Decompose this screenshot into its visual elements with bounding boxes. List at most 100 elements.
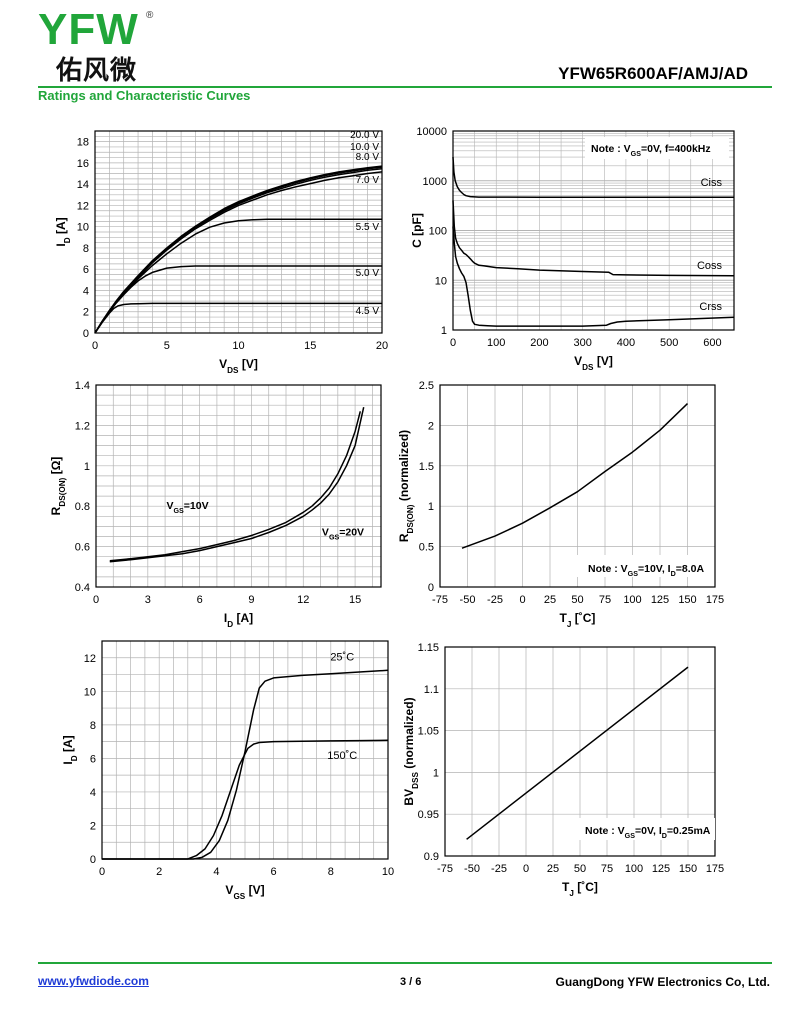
note-box [572, 555, 712, 577]
x-tick-label: 5 [164, 340, 170, 352]
x-axis-label: VDS [V] [574, 354, 613, 372]
header-divider [38, 86, 772, 88]
logo-mark: YFW [38, 5, 139, 54]
y-tick-label: 0.6 [75, 542, 90, 554]
x-tick-label: 200 [530, 337, 548, 349]
series-label: 7.0 V [356, 175, 380, 186]
x-tick-label: -50 [460, 594, 476, 606]
series-line [102, 739, 389, 860]
x-tick-label: 100 [625, 863, 643, 875]
y-tick-label: 100 [429, 226, 447, 238]
x-tick-label: 300 [574, 337, 592, 349]
x-tick-label: -75 [437, 863, 453, 875]
series-line [102, 669, 389, 860]
plot-frame [94, 130, 383, 334]
x-tick-label: 4 [213, 866, 219, 878]
y-tick-label: 8 [90, 720, 96, 732]
series-line [466, 666, 689, 840]
y-tick-label: 1 [433, 767, 439, 779]
x-tick-label: 6 [197, 594, 203, 606]
y-tick-label: 8 [83, 243, 89, 255]
x-tick-label: 0 [450, 337, 456, 349]
x-tick-label: 50 [571, 594, 583, 606]
series-line [109, 407, 365, 563]
x-axis-label: ID [A] [224, 611, 253, 629]
y-tick-label: 1000 [423, 176, 447, 188]
y-tick-label: 12 [77, 200, 89, 212]
x-tick-label: 9 [248, 594, 254, 606]
x-tick-label: 15 [304, 340, 316, 352]
x-tick-label: -75 [432, 594, 448, 606]
x-tick-label: 8 [328, 866, 334, 878]
website-link[interactable]: www.yfwdiode.com [38, 974, 149, 988]
y-axis-label: C [pF] [410, 213, 424, 248]
x-tick-label: 3 [145, 594, 151, 606]
y-tick-label: 1 [84, 461, 90, 473]
series-label: 4.5 V [356, 306, 380, 317]
series-line [452, 226, 735, 327]
y-tick-label: 1.1 [424, 684, 439, 696]
y-tick-label: 2 [428, 420, 434, 432]
series-label: 25˚C [330, 651, 354, 663]
y-axis-label: ID [A] [61, 735, 79, 764]
page-number: 3 / 6 [400, 976, 422, 988]
transfer-chart: 0 2 4 6 8 10 0 2 4 6 8 10 12 VGS [V] ID [A] 25˚C 150˚C [61, 640, 394, 901]
x-axis-label: TJ [˚C] [562, 880, 598, 898]
series-line [452, 200, 735, 277]
part-number: YFW65R600AF/AMJ/AD [558, 64, 748, 83]
x-tick-label: 175 [706, 863, 724, 875]
series-line [109, 411, 362, 562]
y-tick-label: 10 [77, 222, 89, 234]
x-tick-label: 75 [599, 594, 611, 606]
y-tick-label: 2 [83, 307, 89, 319]
x-tick-label: -50 [464, 863, 480, 875]
x-tick-label: 600 [703, 337, 721, 349]
y-tick-label: 18 [77, 137, 89, 149]
y-tick-label: 10 [84, 686, 96, 698]
section-title: Ratings and Characteristic Curves [38, 88, 251, 103]
y-axis-label: RDS(ON) [Ω] [49, 457, 67, 516]
series-label: 5.0 V [356, 268, 380, 279]
y-axis-label: BVDSS (normalized) [402, 697, 420, 805]
series-label: Crss [699, 301, 722, 313]
series-label: 8.0 V [356, 152, 380, 163]
y-tick-label: 0.4 [75, 582, 90, 594]
y-tick-label: 2 [90, 820, 96, 832]
x-tick-label: 0 [92, 340, 98, 352]
note-text: Note : VGS=0V, f=400kHz [591, 143, 711, 158]
rdson-chart: 0 3 6 9 12 15 0.4 0.6 0.8 1 1.2 1.4 ID [A] RDS(ON) [Ω… [49, 380, 382, 629]
x-tick-label: 6 [271, 866, 277, 878]
series-line [452, 156, 734, 198]
y-tick-label: 0.95 [418, 809, 439, 821]
logo-chinese: 佑风微 [56, 56, 138, 86]
plot-frame [95, 384, 382, 588]
rdson_norm-chart: -75 -50 -25 0 25 50 75 100 125 150 175 0 0.5 1 1.5 2 2.5… [397, 380, 724, 629]
note-text: Note : VGS=0V, ID=0.25mA [585, 825, 711, 840]
y-tick-label: 1 [441, 325, 447, 337]
y-tick-label: 0 [90, 854, 96, 866]
capacitance-chart: 0 100 200 300 400 500 600 1 10 100 1000 10000 VDS [V… [410, 126, 735, 372]
company-name: GuangDong YFW Electronics Co, Ltd. [555, 975, 770, 989]
y-tick-label: 1.4 [75, 380, 90, 392]
x-tick-label: 175 [706, 594, 724, 606]
note-box [575, 818, 715, 840]
x-tick-label: 150 [678, 594, 696, 606]
series-line [94, 302, 382, 334]
x-tick-label: 150 [679, 863, 697, 875]
y-tick-label: 0.9 [424, 851, 439, 863]
x-tick-label: 10 [382, 866, 394, 878]
registered-mark: ® [146, 10, 154, 21]
x-tick-label: -25 [487, 594, 503, 606]
x-tick-label: 15 [349, 594, 361, 606]
y-tick-label: 6 [90, 753, 96, 765]
y-tick-label: 1.2 [75, 420, 90, 432]
x-tick-label: 400 [617, 337, 635, 349]
curve-label: VGS=20V [322, 526, 364, 541]
plot-frame [439, 384, 716, 588]
x-tick-label: 20 [376, 340, 388, 352]
x-tick-label: 75 [601, 863, 613, 875]
y-tick-label: 1.05 [418, 726, 439, 738]
x-tick-label: 100 [487, 337, 505, 349]
output-chart: 0 5 10 15 20 0 2 4 6 8 10 12 14 16 18 VDS [V] ID [A] 20.0… [54, 130, 388, 375]
